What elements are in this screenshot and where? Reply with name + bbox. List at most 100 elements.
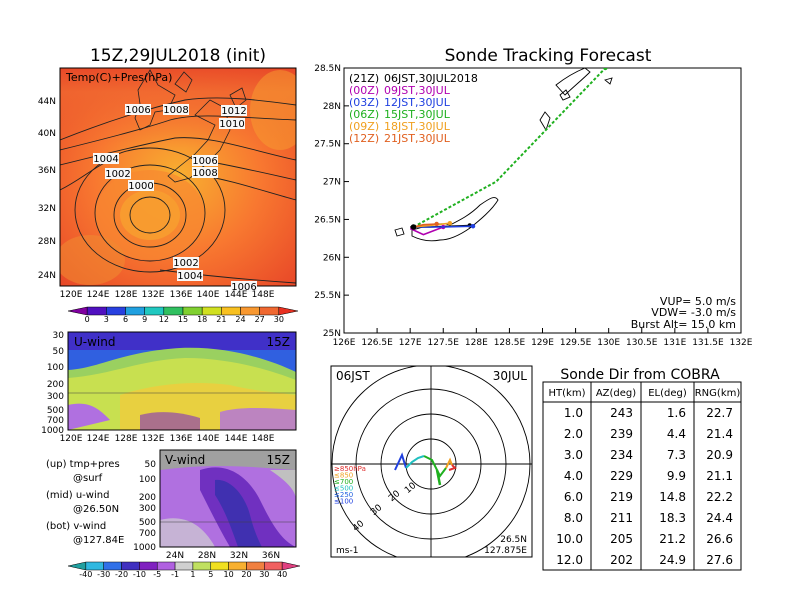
table-cell: 239: [610, 427, 633, 441]
colorbar-swatch: [144, 306, 165, 316]
wind-colorbar-swatch: [156, 561, 176, 571]
polar-frame: [330, 365, 533, 558]
map-lat-tick: 44N: [38, 97, 56, 107]
map-title: 15Z,29JUL2018 (init): [90, 46, 266, 66]
table-cell: 229: [610, 469, 633, 483]
colorbar-tick: 30: [274, 315, 284, 324]
track-series-line: [413, 68, 607, 228]
colorbar-tick: 9: [142, 315, 147, 324]
polar-lat: 26.5N: [500, 535, 527, 545]
colorbar-tick: 18: [197, 315, 207, 324]
tracking-params: VUP= 5.0 m/s VDW= -3.0 m/s Burst Alt= 15…: [631, 295, 737, 331]
colorbar-swatch: [278, 306, 299, 316]
pressure-label: 1008: [192, 168, 217, 179]
pressure-label-bg: [192, 167, 218, 178]
u-wind-y-tick: 200: [47, 380, 64, 390]
table-header-cell: EL(deg): [648, 388, 687, 399]
v-wind-x-tick: 28N: [198, 551, 216, 561]
tracking-legend-label: (06Z): [349, 108, 379, 121]
table-cell: 234: [610, 448, 633, 462]
tracking-lon-tick: 127E: [399, 338, 422, 348]
table-header-cell: AZ(deg): [596, 388, 636, 399]
u-wind-frame: [67, 331, 297, 431]
tracking-lat-tick: 25.5N: [314, 291, 341, 301]
table-cell: 21.2: [659, 532, 686, 546]
table-cell: 21.1: [706, 469, 733, 483]
pressure-label-bg: [177, 270, 203, 281]
table-cell: 24.9: [659, 553, 686, 567]
wind-colorbar-tick: -1: [171, 570, 179, 579]
tracking-lon-tick: 126E: [333, 338, 356, 348]
map-lon-tick: 132E: [142, 290, 165, 300]
tracking-lon-tick: 127.5E: [428, 338, 460, 348]
map-lat-tick: 24N: [38, 271, 56, 281]
wind-colorbar-tick: 10: [224, 570, 234, 579]
polar-level-legend: ≥850hPa≤850≤700≤500≤250≤100: [334, 465, 366, 506]
pressure-label: 1002: [105, 169, 130, 180]
table-cell: 4.0: [564, 469, 583, 483]
table-cell: 3.0: [564, 448, 583, 462]
pressure-label: 1002: [173, 258, 198, 269]
hodograph-trace: [394, 452, 457, 486]
table-cell: 22.2: [706, 490, 733, 504]
param-burst: Burst Alt= 15.0 km: [631, 318, 736, 331]
colorbar-swatch: [86, 306, 107, 316]
colorbar-tick: 12: [159, 315, 169, 324]
u-wind-x-tick: 124E: [87, 434, 110, 444]
map-lon-tick: 136E: [170, 290, 193, 300]
track-series-endpoint: [470, 224, 476, 229]
u-wind-x-ticks: 120E 124E 128E 132E 136E 140E 144E 148E: [60, 434, 275, 444]
tracking-legend-label: (21Z): [349, 72, 379, 85]
u-wind-y-tick: 1000: [41, 426, 64, 436]
u-wind-x-tick: 148E: [252, 434, 275, 444]
v-wind-x-tick: 24N: [166, 551, 184, 561]
table-cell: 1.6: [667, 406, 686, 420]
pressure-label-bg: [93, 153, 119, 164]
table-cell: 27.6: [706, 553, 733, 567]
wind-colorbar-tick: 1: [190, 570, 195, 579]
colorbar-tick: 6: [123, 315, 128, 324]
map-field-label: Temp(C)+Pres(hPa): [65, 71, 172, 84]
u-wind-y-tick: 700: [47, 416, 64, 426]
tracking-lon-tick: 130E: [597, 338, 620, 348]
colorbar-swatch: [201, 306, 222, 316]
temperature-colorbar: 0 3 6 9 12 15 18 21 24 27 30: [67, 306, 299, 324]
tracking-legend-label: (09Z): [349, 120, 379, 133]
map-lat-tick: 32N: [38, 204, 56, 214]
track-series-line: [413, 223, 437, 228]
pressure-label-bg: [219, 118, 245, 129]
v-wind-time: 15Z: [267, 453, 291, 467]
map-lon-tick: 124E: [87, 290, 110, 300]
wind-colorbar-tick: 20: [241, 570, 251, 579]
u-wind-label: U-wind: [74, 335, 115, 349]
wind-colorbar: -40 -30 -20 -10 -5 -1 1 5 10 20 30 40: [67, 561, 301, 579]
tracking-legend-time: 21JST,30JUL: [384, 132, 451, 145]
table-cell: 21.4: [706, 427, 733, 441]
v-wind-y-tick: 50: [145, 460, 157, 470]
pressure-label-bg: [221, 105, 247, 116]
wind-colorbar-tick: -5: [153, 570, 161, 579]
colorbar-tick: 21: [216, 315, 226, 324]
table-cell: 1.0: [564, 406, 583, 420]
note-mid: (mid) u-wind: [46, 490, 109, 501]
pressure-label-bg: [163, 104, 189, 115]
u-wind-x-tick: 120E: [60, 434, 83, 444]
wind-colorbar-tick: -30: [97, 570, 110, 579]
note-up2: @surf: [73, 473, 103, 484]
table-cell: 243: [610, 406, 633, 420]
polar-rings: [331, 366, 532, 557]
tracking-lat-tick: 26.5N: [314, 215, 341, 225]
u-wind-y-tick: 300: [47, 392, 64, 402]
table-body: HT(km) AZ(deg) EL(deg) RNG(km) 1.0 243 1.6 22.7…: [542, 381, 742, 571]
u-wind-x-tick: 144E: [225, 434, 248, 444]
pressure-label: 1012: [221, 106, 246, 117]
table-cell: 20.9: [706, 448, 733, 462]
polar-unit: ms-1: [336, 546, 358, 556]
table-cell: 219: [610, 490, 633, 504]
launch-point: [410, 224, 417, 230]
tracking-lon-tick: 131E: [663, 338, 686, 348]
colorbar-swatch: [221, 306, 241, 316]
colorbar-tick: 15: [178, 315, 188, 324]
pressure-label-bg: [125, 104, 151, 115]
